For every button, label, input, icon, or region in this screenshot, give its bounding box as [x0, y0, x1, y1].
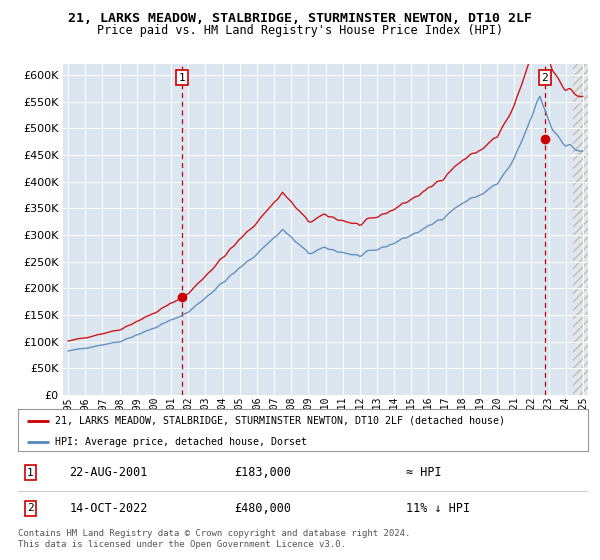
Text: 21, LARKS MEADOW, STALBRIDGE, STURMINSTER NEWTON, DT10 2LF: 21, LARKS MEADOW, STALBRIDGE, STURMINSTE… [68, 12, 532, 25]
Text: 1: 1 [179, 73, 185, 83]
Text: ≈ HPI: ≈ HPI [406, 466, 441, 479]
Text: Price paid vs. HM Land Registry's House Price Index (HPI): Price paid vs. HM Land Registry's House … [97, 24, 503, 36]
Text: 1: 1 [27, 468, 34, 478]
Text: £480,000: £480,000 [235, 502, 292, 515]
Bar [573, 64, 588, 395]
Text: Contains HM Land Registry data © Crown copyright and database right 2024.
This d: Contains HM Land Registry data © Crown c… [18, 529, 410, 549]
Text: 11% ↓ HPI: 11% ↓ HPI [406, 502, 470, 515]
Text: 2: 2 [27, 503, 34, 514]
Text: 21, LARKS MEADOW, STALBRIDGE, STURMINSTER NEWTON, DT10 2LF (detached house): 21, LARKS MEADOW, STALBRIDGE, STURMINSTE… [55, 416, 505, 426]
Text: HPI: Average price, detached house, Dorset: HPI: Average price, detached house, Dors… [55, 437, 307, 446]
Text: 2: 2 [542, 73, 548, 83]
Text: 14-OCT-2022: 14-OCT-2022 [70, 502, 148, 515]
Text: £183,000: £183,000 [235, 466, 292, 479]
Text: 22-AUG-2001: 22-AUG-2001 [70, 466, 148, 479]
